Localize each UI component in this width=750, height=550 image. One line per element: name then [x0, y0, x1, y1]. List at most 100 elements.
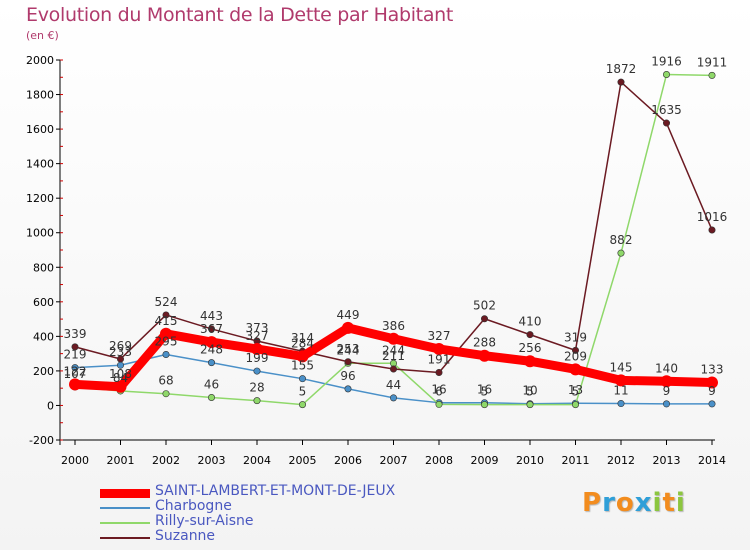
data-label: 10 [522, 384, 537, 398]
data-label: 327 [246, 329, 269, 343]
data-label: 133 [701, 362, 724, 376]
data-label: 211 [382, 349, 405, 363]
data-label: 145 [610, 360, 633, 374]
data-label: 443 [200, 309, 223, 323]
data-label: 1911 [697, 55, 728, 69]
x-tick-label: 2008 [425, 454, 453, 467]
data-label: 524 [155, 295, 178, 309]
data-point [160, 327, 172, 340]
data-label: 16 [477, 383, 492, 397]
data-label: 415 [155, 314, 178, 328]
data-label: 288 [473, 336, 496, 350]
data-point [478, 349, 491, 362]
logo-letter: x [634, 488, 653, 518]
data-point [480, 315, 488, 323]
data-label: 269 [109, 339, 132, 353]
data-label: 11 [613, 384, 628, 398]
x-tick-label: 2004 [243, 454, 271, 467]
data-label: 373 [246, 321, 269, 335]
y-tick-label: 800 [33, 261, 54, 274]
logo-letter: r [602, 488, 616, 518]
data-label: 327 [428, 329, 451, 343]
data-point [69, 378, 81, 391]
data-point [162, 350, 170, 358]
x-tick-label: 2003 [198, 454, 226, 467]
data-point [208, 325, 216, 333]
data-point [660, 375, 673, 388]
data-point [253, 397, 261, 405]
data-point [435, 368, 443, 376]
data-point [435, 400, 443, 408]
logo-letter: i [652, 488, 663, 518]
data-label: 5 [299, 385, 307, 399]
logo-letter: t [662, 488, 676, 518]
data-label: 107 [64, 367, 87, 381]
data-label: 46 [204, 378, 219, 392]
data-label: 199 [246, 351, 269, 365]
data-label: 16 [431, 383, 446, 397]
legend-label: Rilly-sur-Aisne [155, 513, 254, 529]
data-label: 5 [572, 385, 580, 399]
y-tick-label: 0 [47, 399, 54, 412]
legend-swatch [100, 537, 150, 539]
data-label: 191 [428, 352, 451, 366]
data-label: 295 [155, 335, 178, 349]
data-label: 256 [519, 341, 542, 355]
data-point [162, 390, 170, 398]
data-label: 1635 [651, 103, 682, 117]
x-tick-label: 2011 [562, 454, 590, 467]
data-point [344, 385, 352, 393]
data-point [524, 355, 536, 368]
x-tick-label: 2014 [698, 454, 726, 467]
data-point [526, 331, 534, 339]
data-label: 108 [109, 367, 132, 381]
data-point [298, 401, 306, 409]
legend-swatch [100, 488, 150, 498]
data-label: 244 [382, 343, 405, 357]
data-point [571, 346, 579, 354]
y-tick-label: 1200 [26, 192, 54, 205]
data-label: 367 [200, 322, 223, 336]
data-point [615, 374, 627, 387]
data-point [617, 249, 625, 257]
data-label: 122 [64, 364, 87, 378]
data-label: 96 [340, 369, 355, 383]
data-point [433, 342, 445, 355]
logo-letter: o [615, 488, 635, 518]
data-point [662, 71, 670, 79]
y-tick-label: -200 [29, 434, 54, 447]
data-label: 386 [382, 319, 405, 333]
x-tick-label: 2002 [152, 454, 180, 467]
data-point [389, 394, 397, 402]
y-tick-label: 1000 [26, 227, 54, 240]
data-point [117, 355, 125, 363]
data-label: 84 [113, 371, 128, 385]
legend-swatch [100, 522, 150, 524]
data-point [208, 359, 216, 367]
data-label: 449 [337, 308, 360, 322]
x-tick-label: 2010 [516, 454, 544, 467]
data-point [251, 342, 263, 355]
x-tick-label: 2007 [380, 454, 408, 467]
x-tick-label: 2009 [471, 454, 499, 467]
data-label: 68 [158, 374, 173, 388]
data-label: 1016 [697, 210, 728, 224]
data-point [205, 336, 218, 349]
x-tick-label: 2001 [107, 454, 135, 467]
data-label: 155 [291, 359, 314, 373]
y-tick-label: 200 [33, 365, 54, 378]
logo-letter: P [582, 488, 603, 518]
data-label: 219 [64, 348, 87, 362]
data-label: 140 [655, 361, 678, 375]
data-point [526, 401, 534, 409]
legend-label: SAINT-LAMBERT-ET-MONT-DE-JEUX [155, 483, 396, 499]
data-label: 6 [435, 384, 443, 398]
data-point [617, 400, 625, 408]
data-label: 5 [481, 385, 489, 399]
data-label: 253 [337, 342, 360, 356]
y-tick-label: 1400 [26, 158, 54, 171]
data-label: 314 [291, 331, 314, 345]
data-label: 319 [564, 330, 587, 344]
